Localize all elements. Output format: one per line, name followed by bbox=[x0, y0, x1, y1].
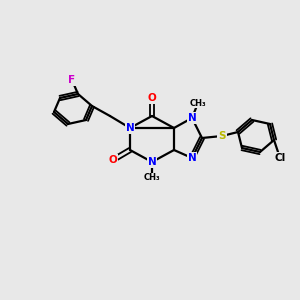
Text: Cl: Cl bbox=[274, 153, 286, 163]
Text: CH₃: CH₃ bbox=[144, 173, 160, 182]
Text: N: N bbox=[188, 153, 196, 163]
Text: CH₃: CH₃ bbox=[190, 98, 206, 107]
Text: N: N bbox=[126, 123, 134, 133]
Text: F: F bbox=[68, 75, 76, 85]
Text: O: O bbox=[148, 93, 156, 103]
Text: S: S bbox=[218, 131, 226, 141]
Text: N: N bbox=[188, 113, 196, 123]
Text: O: O bbox=[109, 155, 117, 165]
Text: N: N bbox=[148, 157, 156, 167]
